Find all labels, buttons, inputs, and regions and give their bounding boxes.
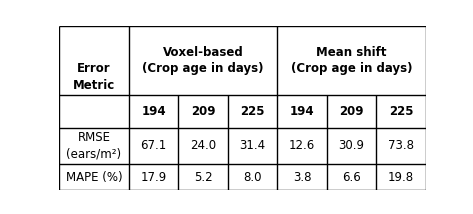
Text: 17.9: 17.9 [140,171,166,184]
Text: 3.8: 3.8 [293,171,311,184]
Text: Error
Metric: Error Metric [73,62,115,92]
Text: 12.6: 12.6 [289,140,315,152]
Text: Voxel-based
(Crop age in days): Voxel-based (Crop age in days) [142,46,264,75]
Text: 194: 194 [289,105,314,118]
Text: 19.8: 19.8 [388,171,414,184]
Text: 31.4: 31.4 [239,140,265,152]
Text: 194: 194 [141,105,166,118]
Text: Mean shift
(Crop age in days): Mean shift (Crop age in days) [291,46,412,75]
Text: 225: 225 [389,105,413,118]
Text: 24.0: 24.0 [190,140,216,152]
Text: RMSE
(ears/m²): RMSE (ears/m²) [66,131,122,160]
Text: MAPE (%): MAPE (%) [66,171,122,184]
Text: 8.0: 8.0 [243,171,262,184]
Text: 6.6: 6.6 [342,171,361,184]
Text: 209: 209 [191,105,215,118]
Text: 209: 209 [339,105,364,118]
Text: 5.2: 5.2 [193,171,212,184]
Text: 225: 225 [240,105,265,118]
Text: 30.9: 30.9 [339,140,365,152]
Text: 73.8: 73.8 [388,140,414,152]
Text: 67.1: 67.1 [140,140,166,152]
